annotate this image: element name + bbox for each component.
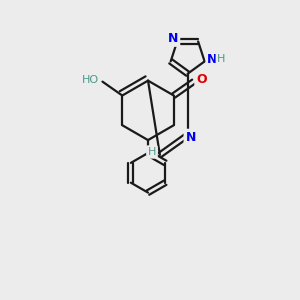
Text: H: H xyxy=(148,147,156,157)
Text: N: N xyxy=(168,32,178,45)
Text: H: H xyxy=(217,54,226,64)
Text: HO: HO xyxy=(82,75,99,85)
Text: O: O xyxy=(196,73,207,86)
Text: N: N xyxy=(185,130,196,144)
Text: N: N xyxy=(207,53,218,66)
